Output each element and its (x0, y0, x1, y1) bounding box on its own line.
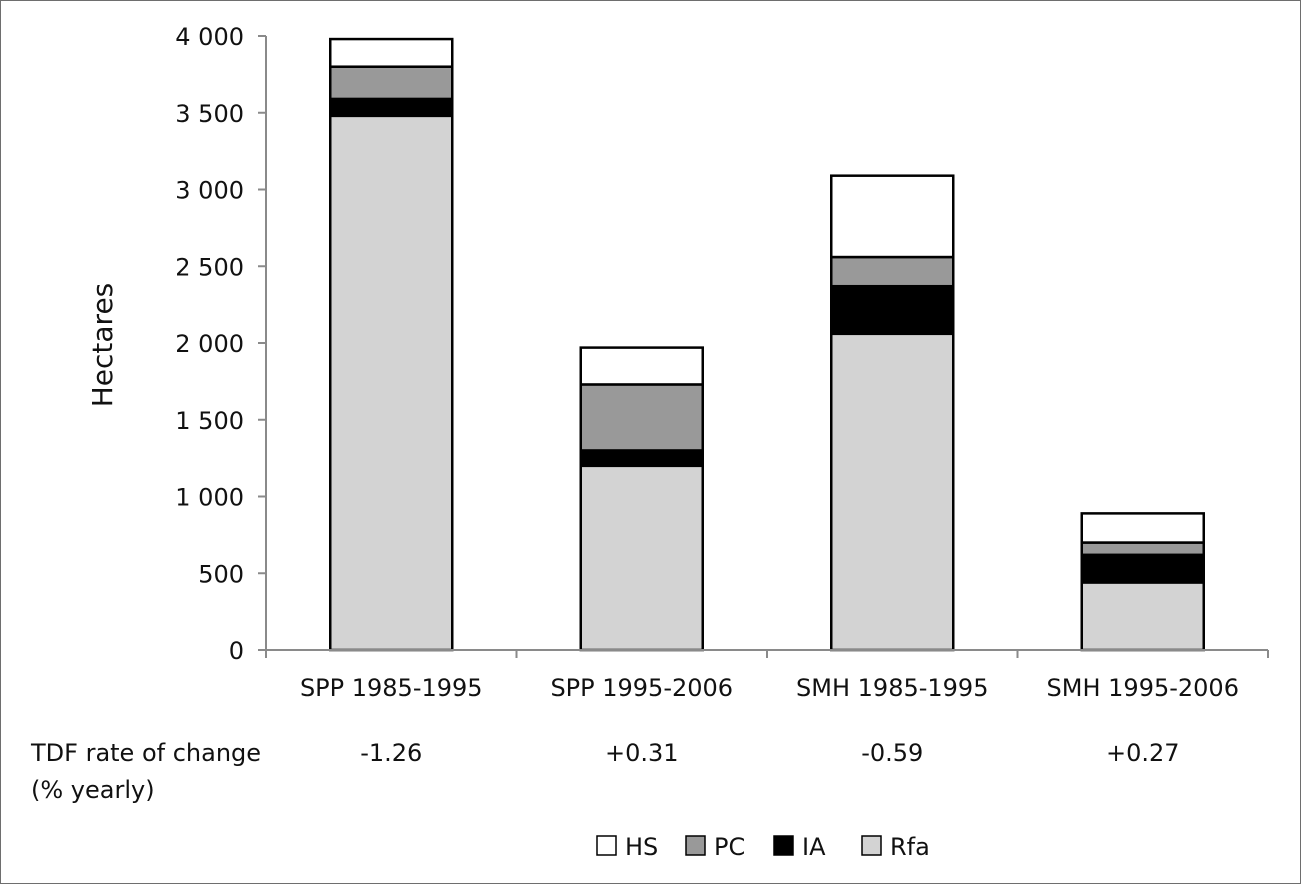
bar-segment-pc (329, 65, 454, 101)
bars-layer (329, 37, 1205, 652)
bar-segment-hs (329, 37, 454, 68)
y-tick-label: 1 500 (175, 407, 244, 435)
legend-label-ia: IA (802, 833, 826, 861)
bar-segment-pc (1080, 541, 1205, 557)
x-category-label: SPP 1985-1995 (300, 674, 483, 702)
legend-label-hs: HS (625, 833, 658, 861)
x-category-label: SMH 1995-2006 (1047, 674, 1239, 702)
bar-segment-rfa (830, 332, 955, 652)
y-tick-label: 3 000 (175, 177, 244, 205)
rate-value: +0.27 (1106, 739, 1180, 767)
bar-segment-hs (830, 174, 955, 259)
y-tick-label: 0 (229, 637, 244, 665)
bar-segment-ia (830, 284, 955, 336)
y-tick-label: 2 500 (175, 253, 244, 281)
legend-swatch-pc (685, 835, 706, 856)
legend-swatch-rfa (861, 835, 882, 856)
rate-label-line1: TDF rate of change (30, 739, 261, 767)
y-tick-label: 500 (198, 560, 244, 588)
bar-segment-hs (579, 346, 704, 386)
bar-segment-rfa (329, 114, 454, 652)
legend-swatch-hs (596, 835, 617, 856)
y-tick-label: 1 000 (175, 484, 244, 512)
legend-label-pc: PC (714, 833, 745, 861)
y-tick-label: 3 500 (175, 100, 244, 128)
bar-segment-pc (579, 383, 704, 452)
bar-segment-ia (1080, 553, 1205, 584)
y-tick-label: 4 000 (175, 23, 244, 51)
bar-segment-hs (1080, 512, 1205, 544)
bar-segment-ia (579, 449, 704, 468)
rate-table: TDF rate of change (% yearly) -1.26 +0.31… (30, 739, 1180, 804)
bar-segment-ia (329, 97, 454, 118)
x-category-label: SPP 1995-2006 (550, 674, 733, 702)
y-tick-label: 2 000 (175, 330, 244, 358)
rate-label-line2: (% yearly) (31, 776, 155, 804)
rate-value: -0.59 (861, 739, 923, 767)
bar-segment-pc (830, 255, 955, 288)
bar-segment-rfa (1080, 581, 1205, 652)
bar-segment-rfa (579, 464, 704, 652)
x-category-label: SMH 1985-1995 (796, 674, 988, 702)
rate-value: +0.31 (605, 739, 679, 767)
legend-swatch-ia (773, 835, 794, 856)
legend-label-rfa: Rfa (890, 833, 930, 861)
y-axis-title: Hectares (86, 283, 119, 408)
axis-layer: 0 500 1 000 1 500 2 000 2 500 3 000 3 500 4 000 S… (175, 23, 1269, 702)
legend: HS PC IA Rfa (596, 833, 930, 861)
rate-value: -1.26 (360, 739, 422, 767)
